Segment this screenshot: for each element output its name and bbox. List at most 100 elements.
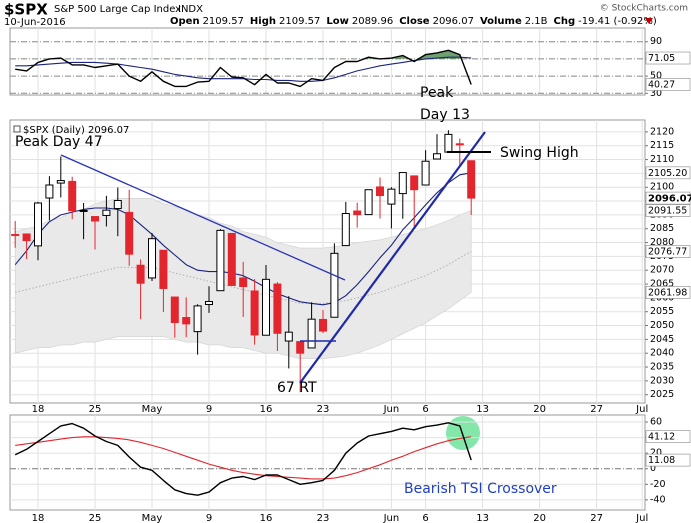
line — [15, 49, 472, 88]
annotation: Day 13 — [420, 107, 470, 123]
y-tick-label: 2050 — [650, 320, 674, 331]
y-tick-label: 2030 — [650, 375, 674, 386]
candle-body — [284, 331, 293, 342]
candle-body — [148, 238, 156, 279]
candle-body — [387, 188, 396, 205]
x-tick-label: Jul — [635, 404, 648, 415]
value-box — [645, 286, 691, 299]
x-tick-label: 16 — [260, 404, 273, 415]
candle-body — [136, 264, 145, 284]
candle-body — [45, 184, 54, 199]
candle-body — [421, 160, 430, 186]
panel-frame — [9, 119, 646, 404]
value-label: 2091.55 — [648, 206, 687, 217]
x-tick-label: 25 — [89, 513, 102, 523]
candle-body — [193, 305, 202, 333]
x-tick-label: 13 — [476, 404, 489, 415]
x-tick-label: 23 — [317, 404, 330, 415]
annotation: Swing High — [500, 145, 579, 161]
panel-label: $SPX (Daily) 2096.07 — [23, 125, 129, 136]
x-tick-label: 18 — [32, 513, 45, 523]
y-tick-label: 2055 — [650, 306, 674, 317]
y-tick-label: 2040 — [650, 348, 674, 359]
annotation: 67 RT — [277, 380, 317, 396]
line — [15, 251, 472, 304]
candle-body — [273, 283, 282, 334]
candle-body — [79, 209, 88, 212]
y-tick-label: 60 — [650, 417, 662, 428]
candle-body — [296, 341, 305, 354]
candle-body — [205, 300, 213, 306]
value-label: 40.27 — [648, 79, 675, 90]
quote-value: 2109.57 — [203, 16, 244, 27]
x-tick-label: 13 — [476, 513, 489, 523]
value-label: 11.08 — [648, 455, 675, 466]
candle-body — [262, 278, 270, 336]
candle-body — [125, 211, 134, 255]
value-box — [645, 245, 691, 258]
candle-body — [250, 290, 259, 336]
candle-body — [353, 210, 362, 216]
value-label: 2105.20 — [648, 168, 687, 179]
annotation: Peak Day 47 — [15, 134, 103, 150]
highlights — [446, 416, 480, 450]
candle-body — [467, 160, 476, 199]
quote-label: Low — [326, 16, 348, 27]
y-tick-label: 2085 — [650, 223, 674, 234]
symbol: $SPX — [4, 1, 48, 19]
candle-body — [376, 186, 384, 197]
annotation: Bearish TSI Crossover — [404, 481, 557, 497]
y-tick-label: 30 — [650, 88, 662, 99]
candle-body — [455, 143, 464, 146]
down-arrow — [645, 18, 653, 24]
quote-label: Close — [399, 16, 430, 27]
quote-value: 2.1B — [525, 16, 548, 27]
candle-body — [239, 277, 248, 288]
x-tick-label: May — [142, 513, 163, 523]
value-label: 2076.77 — [648, 246, 687, 257]
value-box — [645, 78, 691, 91]
candle-body — [22, 233, 31, 242]
candle-body — [11, 234, 20, 237]
candle-body — [433, 153, 441, 160]
date: 10-Jun-2016 — [4, 17, 66, 28]
candle-body — [34, 202, 42, 247]
candle-body — [170, 296, 179, 323]
y-tick-label: 50 — [650, 71, 662, 82]
candle-body — [444, 133, 453, 153]
annotations: $SPX (Daily) 2096.07 Peak Day 47 Peak Da… — [13, 85, 579, 497]
candle-body — [307, 318, 316, 349]
plot: 9070503040.2771.051825May91623Jun6132027… — [9, 27, 691, 523]
quote-label: Chg — [554, 16, 576, 27]
value-box — [645, 191, 691, 205]
y-tick-label: 2080 — [650, 237, 674, 248]
x-tick-label: 20 — [533, 404, 546, 415]
y-tick-label: 0 — [650, 463, 656, 474]
value-label: 41.12 — [648, 432, 675, 443]
quote-label: Open — [170, 16, 200, 27]
panel-icon — [13, 125, 21, 133]
source: © StockCharts.com — [600, 4, 688, 14]
y-tick-label: 2025 — [650, 389, 674, 400]
quote-value: -19.41 (-0.92%) — [578, 16, 657, 27]
x-tick-label: 23 — [317, 513, 330, 523]
y-tick-label: 20 — [650, 448, 662, 459]
quote-value: 2096.07 — [433, 16, 474, 27]
y-tick-label: 2065 — [650, 279, 674, 290]
candle-body — [398, 172, 407, 195]
value-box — [645, 51, 691, 65]
quote-label: Volume — [480, 16, 522, 27]
quote-label: High — [250, 16, 276, 27]
x-tick-label: Jun — [383, 404, 400, 415]
exchange: INDX — [178, 4, 203, 15]
line — [15, 56, 472, 82]
value-box — [645, 430, 691, 444]
x-tick-label: 9 — [206, 513, 212, 523]
crossover-highlight — [446, 416, 480, 450]
quote-value: 2109.57 — [279, 16, 320, 27]
y-tick-label: -20 — [650, 479, 666, 490]
value-label: 2061.98 — [648, 287, 687, 298]
candle-body — [319, 318, 327, 332]
